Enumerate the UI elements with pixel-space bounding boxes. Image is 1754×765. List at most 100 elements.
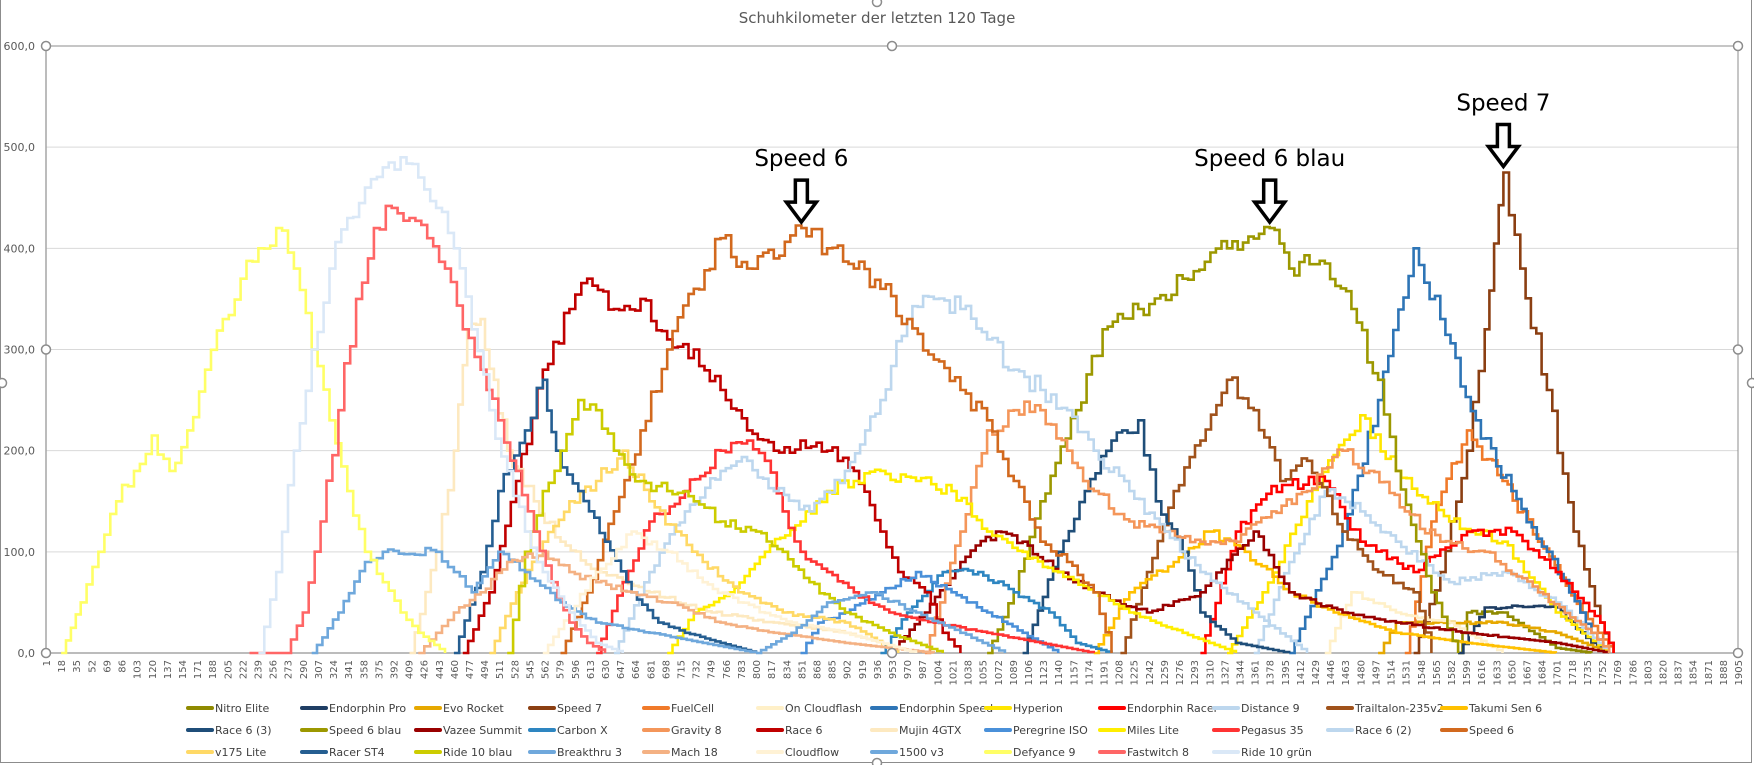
legend-item[interactable]: v175 Lite [186, 746, 300, 759]
resize-handle[interactable] [1732, 647, 1744, 659]
legend-item[interactable]: Ride 10 grün [1212, 746, 1326, 759]
x-tick-label: 188 [208, 660, 219, 679]
legend-item[interactable]: Speed 6 [1440, 724, 1554, 737]
chart-resize-handle[interactable] [871, 0, 883, 8]
legend-label: Race 6 (2) [1355, 723, 1412, 737]
series-line-cloudflow [542, 530, 918, 655]
x-tick-label: 1769 [1613, 660, 1624, 685]
legend-swatch [870, 706, 898, 710]
x-tick-label: 1140 [1054, 660, 1065, 685]
legend-row: v175 Lite Racer ST4 Ride 10 blau Breakthru … [186, 741, 1566, 763]
x-tick-label: 1293 [1190, 660, 1201, 685]
legend-item[interactable]: Mach 18 [642, 746, 756, 759]
x-tick-label: 545 [525, 660, 536, 679]
x-tick-label: 1718 [1568, 660, 1579, 685]
x-tick-label: 154 [178, 660, 189, 679]
legend-swatch [1098, 706, 1126, 710]
series-line-defyance-9 [61, 226, 447, 655]
resize-handle[interactable] [886, 647, 898, 659]
legend-item[interactable]: Peregrine ISO [984, 724, 1098, 737]
legend-item[interactable]: Cloudflow [756, 746, 870, 759]
legend-item[interactable]: Evo Rocket [414, 702, 528, 715]
x-tick-label: 426 [420, 660, 431, 679]
legend-item[interactable]: Racer ST4 [300, 746, 414, 759]
legend-item[interactable]: Ride 10 blau [414, 746, 528, 759]
legend-swatch [1098, 750, 1126, 754]
resize-handle[interactable] [40, 40, 52, 52]
x-tick-label: 1565 [1432, 660, 1443, 685]
legend-item[interactable]: Endorphin Pro [300, 702, 414, 715]
y-tick-label: 100,0 [4, 546, 36, 559]
resize-handle[interactable] [1732, 40, 1744, 52]
x-tick-label: 1633 [1492, 660, 1503, 685]
x-tick-label: 1599 [1462, 660, 1473, 685]
legend-row: Race 6 (3) Speed 6 blau Vazee Summit Carbon… [186, 719, 1566, 741]
x-tick-label: 885 [828, 660, 839, 679]
chart-resize-handle[interactable] [0, 377, 8, 389]
legend-item[interactable]: Hyperion [984, 702, 1098, 715]
legend-label: FuelCell [671, 701, 715, 715]
chart-resize-handle[interactable] [1746, 377, 1754, 389]
legend-item[interactable]: Endorphin Racer [1098, 702, 1218, 715]
x-tick-label: 18 [57, 660, 68, 673]
legend-item[interactable]: Trailtalon-235v2 [1326, 702, 1444, 715]
legend-item[interactable]: Pegasus 35 [1212, 724, 1326, 737]
down-arrow-icon [1484, 122, 1522, 170]
legend-item[interactable]: Mujin 4GTX [870, 724, 984, 737]
legend-item[interactable]: Carbon X [528, 724, 642, 737]
series-line-ride-10-gr-n [258, 156, 624, 655]
legend-item[interactable]: Breakthru 3 [528, 746, 642, 759]
annotation-label: Speed 7 [1456, 90, 1550, 116]
x-tick-label: 460 [450, 660, 461, 679]
x-tick-label: 936 [873, 660, 884, 679]
x-tick-label: 222 [238, 660, 249, 679]
legend-label: Gravity 8 [671, 723, 722, 737]
annotation-speed-6: Speed 6 [754, 146, 848, 226]
legend-item[interactable]: On Cloudflash [756, 702, 870, 715]
series-line-evo-rocket [1378, 620, 1611, 655]
legend-item[interactable]: Takumi Sen 6 [1440, 702, 1554, 715]
legend-item[interactable]: Fastwitch 8 [1098, 746, 1212, 759]
legend-item[interactable]: Race 6 (3) [186, 724, 300, 737]
legend-item[interactable]: Vazee Summit [414, 724, 528, 737]
x-tick-label: 1208 [1115, 660, 1126, 685]
x-tick-label: 1582 [1447, 660, 1458, 685]
annotation-label: Speed 6 [754, 146, 848, 172]
x-tick-label: 562 [541, 660, 552, 679]
legend-item[interactable]: Defyance 9 [984, 746, 1098, 759]
x-tick-label: 1446 [1326, 660, 1337, 685]
legend-item[interactable]: Race 6 [756, 724, 870, 737]
x-tick-label: 1412 [1296, 660, 1307, 685]
legend-item[interactable]: Miles Lite [1098, 724, 1212, 737]
legend-label: Endorphin Speed [899, 701, 994, 715]
legend-swatch [984, 706, 1012, 710]
legend-item[interactable]: Speed 7 [528, 702, 642, 715]
series-line-carbon-x [880, 567, 1113, 655]
legend-item[interactable]: Distance 9 [1212, 702, 1326, 715]
resize-handle[interactable] [40, 344, 52, 355]
x-tick-label: 902 [843, 660, 854, 679]
legend-item[interactable]: Nitro Elite [186, 702, 300, 715]
x-tick-label: 834 [782, 660, 793, 679]
x-tick-label: 35 [72, 660, 83, 673]
legend-item[interactable]: Speed 6 blau [300, 724, 414, 737]
legend-item[interactable]: FuelCell [642, 702, 756, 715]
legend-item[interactable]: 1500 v3 [870, 746, 984, 759]
legend-item[interactable]: Race 6 (2) [1326, 724, 1440, 737]
resize-handle[interactable] [40, 647, 52, 659]
series-line-endorphin-racer [1200, 475, 1615, 655]
x-tick-label: 103 [133, 660, 144, 679]
legend-item[interactable]: Endorphin Speed [870, 702, 993, 715]
x-tick-label: 477 [465, 660, 476, 679]
x-tick-label: 375 [374, 660, 385, 679]
x-tick-label: 341 [344, 660, 355, 679]
x-axis-ticks: 1 18 35 52 69 86 103 120 137 154 171 188 205 222 239 25… [42, 660, 1745, 685]
legend-item[interactable]: Gravity 8 [642, 724, 756, 737]
legend-swatch [414, 728, 442, 732]
chart-resize-handle[interactable] [871, 757, 883, 765]
x-tick-label: 1429 [1311, 660, 1322, 685]
resize-handle[interactable] [886, 40, 898, 52]
legend-label: Peregrine ISO [1013, 723, 1088, 737]
resize-handle[interactable] [1732, 344, 1744, 355]
